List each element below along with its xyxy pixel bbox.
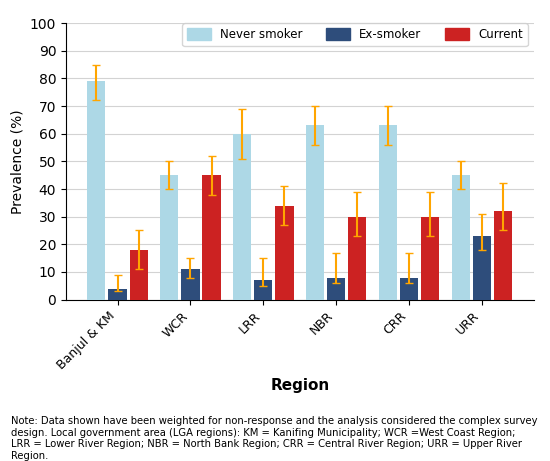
Bar [254,280,272,300]
Bar [306,125,324,300]
Text: Note: Data shown have been weighted for non-response and the analysis considered: Note: Data shown have been weighted for … [11,416,537,461]
Bar [494,211,512,300]
Bar [202,175,221,300]
X-axis label: Region: Region [270,378,329,393]
Bar [87,81,106,300]
Bar [160,175,178,300]
Bar [400,278,418,300]
Bar [108,289,127,300]
Bar [182,269,200,300]
Legend: Never smoker, Ex-smoker, Current: Never smoker, Ex-smoker, Current [182,24,527,46]
Bar [130,250,148,300]
Y-axis label: Prevalence (%): Prevalence (%) [10,109,24,213]
Bar [421,217,439,300]
Bar [348,217,366,300]
Bar [327,278,345,300]
Bar [473,236,491,300]
Bar [276,206,294,300]
Bar [233,134,251,300]
Bar [452,175,470,300]
Bar [379,125,397,300]
